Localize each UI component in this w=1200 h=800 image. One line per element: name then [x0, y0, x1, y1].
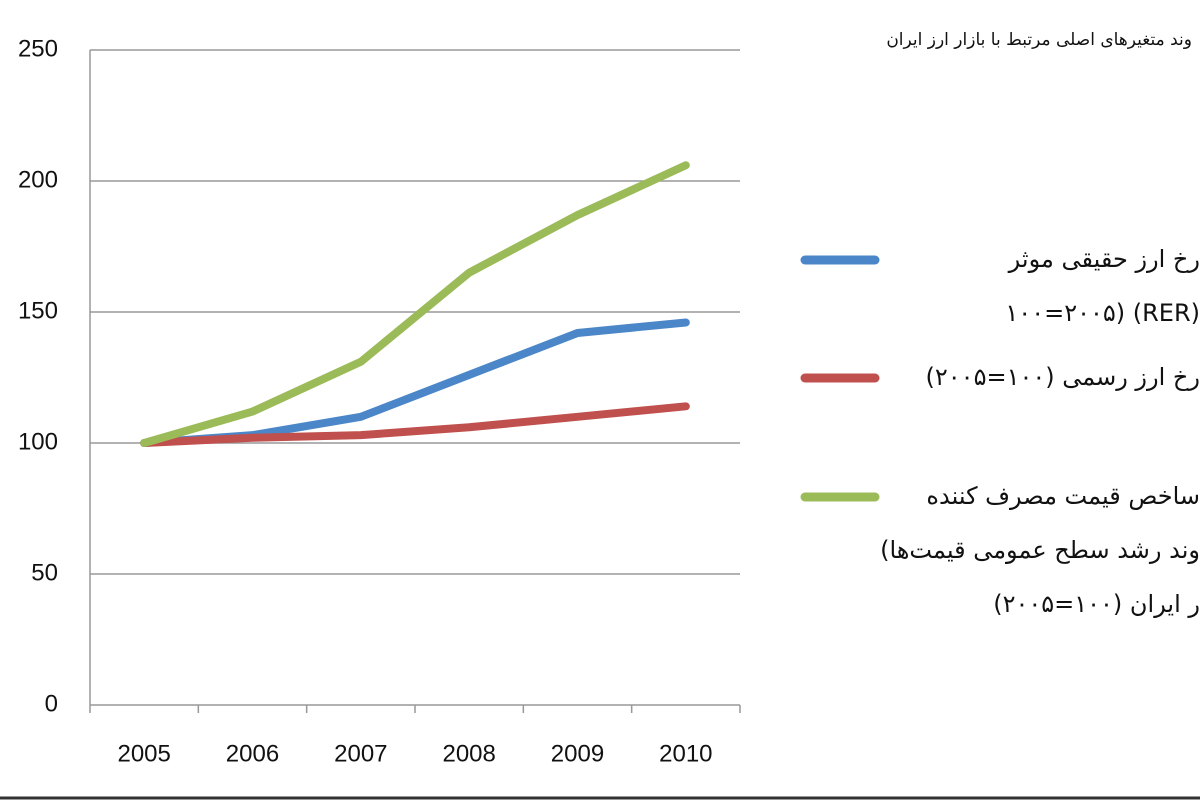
y-tick-label: 50 [31, 559, 58, 586]
legend-label: رخ ارز حقیقی موثر (RER) (۱۰۰=۲۰۰۵ [1005, 245, 1200, 327]
y-tick-label: 200 [18, 166, 58, 193]
series-line [140, 402, 690, 447]
x-tick-label: 2008 [442, 740, 495, 767]
legend-label: ساخص قیمت مصرف کننده وند رشد سطح عمومی قی… [880, 482, 1200, 618]
y-tick-label: 0 [45, 690, 58, 717]
x-tick-label: 2006 [226, 740, 279, 767]
series-line [140, 161, 690, 447]
x-tick-label: 2009 [551, 740, 604, 767]
x-tick-label: 2010 [659, 740, 712, 767]
x-tick-label: 2007 [334, 740, 387, 767]
x-tick-label: 2005 [117, 740, 170, 767]
y-tick-label: 100 [18, 428, 58, 455]
chart-title: وند متغیرهای اصلی مرتبط با بازار ارز ایر… [886, 30, 1192, 50]
y-tick-label: 250 [18, 35, 58, 62]
y-tick-label: 150 [18, 297, 58, 324]
legend-label: رخ ارز رسمی (۱۰۰=۲۰۰۵) [926, 363, 1200, 391]
